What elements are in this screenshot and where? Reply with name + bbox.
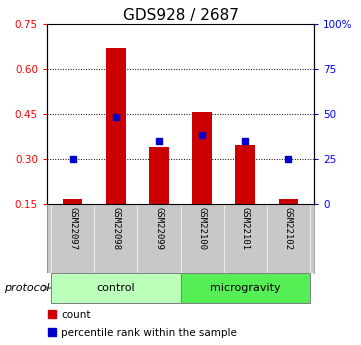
- FancyBboxPatch shape: [94, 204, 138, 273]
- Bar: [106, 48, 126, 204]
- Bar: [149, 147, 169, 204]
- Bar: [235, 145, 255, 204]
- Text: GSM22098: GSM22098: [112, 207, 120, 250]
- FancyBboxPatch shape: [180, 204, 223, 273]
- Text: microgravity: microgravity: [210, 283, 280, 293]
- Text: percentile rank within the sample: percentile rank within the sample: [61, 328, 237, 338]
- Bar: [279, 199, 298, 204]
- FancyBboxPatch shape: [51, 204, 94, 273]
- FancyBboxPatch shape: [223, 204, 267, 273]
- Title: GDS928 / 2687: GDS928 / 2687: [123, 8, 238, 23]
- FancyBboxPatch shape: [138, 204, 180, 273]
- FancyBboxPatch shape: [267, 204, 310, 273]
- Text: GSM22097: GSM22097: [68, 207, 77, 250]
- Text: protocol: protocol: [4, 283, 49, 293]
- Text: GSM22101: GSM22101: [241, 207, 249, 250]
- Bar: [192, 112, 212, 204]
- Bar: [63, 199, 82, 204]
- Text: GSM22102: GSM22102: [284, 207, 293, 250]
- FancyBboxPatch shape: [180, 273, 310, 303]
- FancyBboxPatch shape: [51, 273, 180, 303]
- Text: GSM22100: GSM22100: [197, 207, 206, 250]
- Text: count: count: [61, 310, 91, 320]
- Text: control: control: [96, 283, 135, 293]
- Text: GSM22099: GSM22099: [155, 207, 164, 250]
